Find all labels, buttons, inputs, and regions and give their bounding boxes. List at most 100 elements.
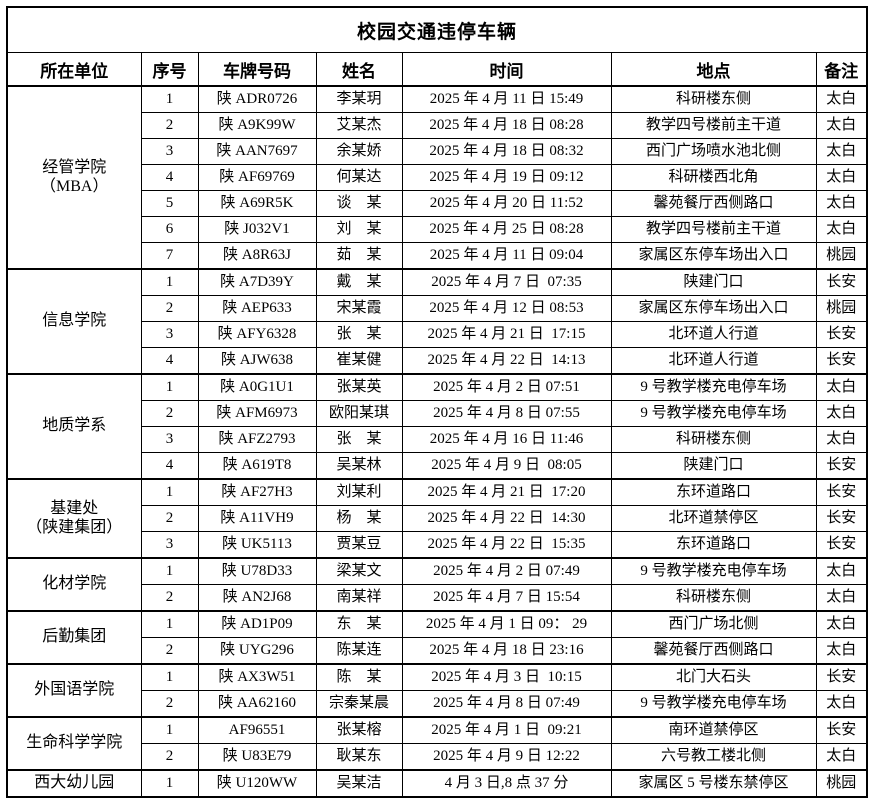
seq-cell: 2 <box>140 743 199 771</box>
seq-cell: 1 <box>140 85 199 113</box>
time-cell: 2025 年 4 月 18 日 23:16 <box>401 637 612 665</box>
seq-cell: 1 <box>140 663 199 691</box>
note-cell: 太白 <box>815 584 868 612</box>
column-header: 所在单位 <box>6 52 142 87</box>
table-body: 经管学院 （MBA） 1 陕 ADR0726 李某玥 2025 年 4 月 11 日 1… <box>6 85 868 798</box>
note-cell: 长安 <box>815 452 868 480</box>
place-cell: 东环道路口 <box>610 478 817 506</box>
name-cell: 茹 某 <box>315 242 403 270</box>
time-cell: 2025 年 4 月 22 日 14:30 <box>401 505 612 532</box>
unit-cell: 西大幼儿园 <box>6 769 142 798</box>
place-cell: 北环道人行道 <box>610 347 817 375</box>
time-cell: 2025 年 4 月 9 日 08:05 <box>401 452 612 480</box>
table-row: 生命科学学院 1 AF96551 张某榕 2025 年 4 月 1 日 09:21 南环道… <box>6 716 868 771</box>
table-row: 西大幼儿园 1 陕 U120WW 吴某洁 4 月 3 日,8 点 37 分家属区 5 号… <box>6 769 868 798</box>
seq-cell: 3 <box>140 426 199 453</box>
seq-cell: 3 <box>140 138 199 165</box>
plate-cell: 陕 AX3W51 <box>197 663 317 691</box>
plate-cell: 陕 AF27H3 <box>197 478 317 506</box>
time-cell: 2025 年 4 月 7 日 15:54 <box>401 584 612 612</box>
column-header: 车牌号码 <box>197 52 317 87</box>
note-cell: 太白 <box>815 743 868 771</box>
time-cell: 2025 年 4 月 21 日 17:20 <box>401 478 612 506</box>
place-cell: 科研楼东侧 <box>610 426 817 453</box>
seq-cell: 1 <box>140 716 199 744</box>
seq-cell: 2 <box>140 400 199 427</box>
time-cell: 2025 年 4 月 8 日 07:49 <box>401 690 612 718</box>
time-cell: 2025 年 4 月 18 日 08:32 <box>401 138 612 165</box>
place-cell: 教学四号楼前主干道 <box>610 112 817 139</box>
place-cell: 9 号教学楼充电停车场 <box>610 400 817 427</box>
seq-cell: 1 <box>140 557 199 585</box>
name-cell: 陈某连 <box>315 637 403 665</box>
time-cell: 2025 年 4 月 7 日 07:35 <box>401 268 612 296</box>
time-cell: 2025 年 4 月 22 日 14:13 <box>401 347 612 375</box>
seq-cell: 4 <box>140 164 199 191</box>
seq-cell: 2 <box>140 584 199 612</box>
name-cell: 刘某利 <box>315 478 403 506</box>
seq-cell: 1 <box>140 373 199 401</box>
unit-cell: 信息学院 <box>6 268 142 375</box>
table-row: 后勤集团 1 陕 AD1P09 东 某 2025 年 4 月 1 日 09： 29 西门广… <box>6 610 868 665</box>
note-cell: 太白 <box>815 373 868 401</box>
place-cell: 馨苑餐厅西侧路口 <box>610 637 817 665</box>
plate-cell: 陕 AAN7697 <box>197 138 317 165</box>
note-cell: 太白 <box>815 164 868 191</box>
seq-cell: 2 <box>140 112 199 139</box>
plate-cell: 陕 AFY6328 <box>197 321 317 348</box>
table-row: 信息学院 1 陕 A7D39Y 戴 某 2025 年 4 月 7 日 07:35 陕建门口… <box>6 268 868 375</box>
name-cell: 张 某 <box>315 321 403 348</box>
note-cell: 太白 <box>815 190 868 217</box>
name-cell: 谈 某 <box>315 190 403 217</box>
plate-cell: 陕 A69R5K <box>197 190 317 217</box>
place-cell: 馨苑餐厅西侧路口 <box>610 190 817 217</box>
plate-cell: 陕 AFM6973 <box>197 400 317 427</box>
note-cell: 长安 <box>815 531 868 559</box>
plate-cell: 陕 J032V1 <box>197 216 317 243</box>
time-cell: 4 月 3 日,8 点 37 分 <box>401 769 612 798</box>
table-title: 校园交通违停车辆 <box>6 6 868 53</box>
name-cell: 欧阳某琪 <box>315 400 403 427</box>
note-cell: 长安 <box>815 347 868 375</box>
unit-cell: 基建处 （陕建集团） <box>6 478 142 559</box>
note-cell: 桃园 <box>815 242 868 270</box>
note-cell: 长安 <box>815 321 868 348</box>
name-cell: 宗秦某晨 <box>315 690 403 718</box>
plate-cell: 陕 A11VH9 <box>197 505 317 532</box>
place-cell: 西门广场喷水池北侧 <box>610 138 817 165</box>
seq-cell: 1 <box>140 610 199 638</box>
seq-cell: 2 <box>140 505 199 532</box>
place-cell: 北环道人行道 <box>610 321 817 348</box>
time-cell: 2025 年 4 月 21 日 17:15 <box>401 321 612 348</box>
seq-cell: 2 <box>140 690 199 718</box>
place-cell: 9 号教学楼充电停车场 <box>610 557 817 585</box>
note-cell: 长安 <box>815 716 868 744</box>
name-cell: 戴 某 <box>315 268 403 296</box>
time-cell: 2025 年 4 月 12 日 08:53 <box>401 295 612 322</box>
table-row: 基建处 （陕建集团） 1 陕 AF27H3 刘某利 2025 年 4 月 21 日 17… <box>6 478 868 559</box>
note-cell: 太白 <box>815 112 868 139</box>
plate-cell: 陕 A619T8 <box>197 452 317 480</box>
unit-cell: 外国语学院 <box>6 663 142 718</box>
plate-cell: 陕 AN2J68 <box>197 584 317 612</box>
note-cell: 太白 <box>815 400 868 427</box>
plate-cell: 陕 U120WW <box>197 769 317 798</box>
seq-cell: 3 <box>140 321 199 348</box>
note-cell: 长安 <box>815 268 868 296</box>
plate-cell: 陕 ADR0726 <box>197 85 317 113</box>
seq-cell: 3 <box>140 531 199 559</box>
name-cell: 东 某 <box>315 610 403 638</box>
plate-cell: 陕 AFZ2793 <box>197 426 317 453</box>
column-header: 地点 <box>610 52 817 87</box>
unit-cell: 生命科学学院 <box>6 716 142 771</box>
plate-cell: 陕 AEP633 <box>197 295 317 322</box>
name-cell: 何某达 <box>315 164 403 191</box>
seq-cell: 2 <box>140 295 199 322</box>
